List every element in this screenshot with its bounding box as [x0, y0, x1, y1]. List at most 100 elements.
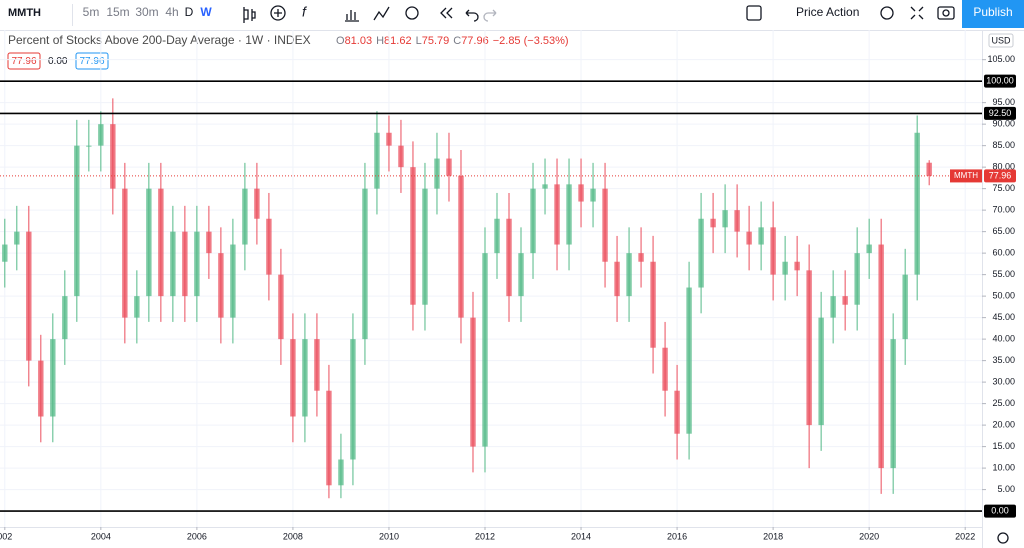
templates-icon[interactable] [373, 6, 390, 21]
candle-body [146, 188, 152, 297]
candle-body [302, 339, 308, 417]
last-price-name-box [950, 169, 982, 183]
x-tick-label: 2010 [379, 531, 399, 541]
candle-body [26, 231, 32, 361]
fullscreen-icon[interactable] [910, 6, 924, 20]
fx-icon[interactable]: f [302, 4, 308, 20]
candle-body [470, 317, 476, 447]
interval-button[interactable]: W [200, 5, 212, 19]
legend-value-box [7, 52, 41, 70]
candle-body [230, 244, 236, 318]
y-tick-label: 85.00 [992, 140, 1015, 150]
candle-body [326, 390, 332, 486]
candle-body [782, 261, 788, 275]
redo-icon[interactable] [483, 9, 497, 22]
publish-button[interactable] [962, 0, 1024, 28]
snapshot-icon[interactable] [937, 6, 955, 20]
x-tick-label: 2022 [955, 531, 975, 541]
candle-body [878, 244, 884, 469]
ohlc-value: 75.79 [422, 35, 450, 47]
template-name[interactable]: Price Action [796, 5, 859, 19]
candle-body [134, 296, 140, 318]
y-tick-label: 15.00 [992, 441, 1015, 451]
candle-body [38, 360, 44, 417]
candle-body [362, 188, 368, 340]
candle-body [266, 218, 272, 275]
symbol[interactable]: MMTH [8, 7, 41, 19]
settings-icon[interactable] [880, 6, 894, 20]
x-tick-label: 002 [0, 531, 12, 541]
y-tick-label: 105.00 [987, 54, 1015, 64]
toolbar-icons [243, 5, 1009, 544]
y-tick-label: 5.00 [997, 484, 1015, 494]
candle-body [794, 261, 800, 271]
last-price-name: MMTH [954, 171, 978, 180]
legend-value: 77.96 [11, 56, 36, 67]
candle-body [698, 218, 704, 288]
candle-body [434, 158, 440, 189]
y-tick-label: 65.00 [992, 226, 1015, 236]
alert-icon[interactable] [405, 6, 419, 20]
legend-value: 77.96 [79, 56, 104, 67]
candle-body [74, 145, 80, 297]
x-tick-label: 2018 [763, 531, 783, 541]
candle-body [590, 188, 596, 202]
candle-body [734, 210, 740, 232]
candle-body [2, 244, 8, 262]
ohlc-value: 77.96 [461, 35, 489, 47]
candle-body [818, 317, 824, 426]
candle-body [722, 210, 728, 228]
unit-label: USD [991, 35, 1011, 45]
replay-icon[interactable] [440, 7, 453, 19]
candle-body [446, 158, 452, 176]
y-tick-label: 45.00 [992, 312, 1015, 322]
candle-body [158, 188, 164, 297]
x-tick-label: 2006 [187, 531, 207, 541]
candle-body [614, 261, 620, 297]
candles-icon[interactable] [243, 7, 256, 23]
ohlc-key: C [453, 35, 461, 47]
candle-body [566, 184, 572, 245]
candle-body [770, 227, 776, 275]
candle-body [506, 218, 512, 297]
y-tick-label: 80.00 [992, 162, 1015, 172]
candle-body [374, 132, 380, 189]
undo-icon[interactable] [465, 9, 479, 22]
interval-button[interactable]: 15m [106, 5, 129, 19]
horizontal-line-label: 0.00 [991, 505, 1009, 515]
interval-button[interactable]: 30m [135, 5, 158, 19]
candle-body [914, 132, 920, 275]
candle-body [542, 184, 548, 189]
indicators-icon[interactable] [345, 10, 359, 22]
candle-body [410, 167, 416, 305]
interval-button[interactable]: D [185, 5, 194, 19]
axis-settings-icon[interactable] [997, 532, 1009, 544]
y-tick-label: 20.00 [992, 419, 1015, 429]
candle-body [386, 132, 392, 146]
candle-body [206, 231, 212, 254]
candle-body [626, 253, 632, 297]
compare-icon[interactable] [270, 5, 286, 21]
candle-body [806, 270, 812, 426]
candle-body [218, 253, 224, 318]
candle-body [686, 287, 692, 434]
candle-body [518, 253, 524, 297]
x-tick-label: 2012 [475, 531, 495, 541]
x-tick-label: 2016 [667, 531, 687, 541]
y-tick-label: 95.00 [992, 97, 1015, 107]
layout-icon[interactable] [746, 5, 762, 21]
y-tick-label: 55.00 [992, 269, 1015, 279]
y-tick-label: 75.00 [992, 183, 1015, 193]
interval-button[interactable]: 5m [83, 5, 100, 19]
candle-body [854, 253, 860, 305]
candle-body [242, 188, 248, 245]
interval-button[interactable]: 4h [165, 5, 178, 19]
last-price-box [984, 169, 1016, 183]
candle-body [122, 188, 128, 318]
horizontal-line-label-box [984, 74, 1016, 88]
publish-label[interactable]: Publish [973, 5, 1012, 19]
candle-body [578, 184, 584, 202]
candle-body [14, 231, 20, 245]
y-tick-label: 25.00 [992, 398, 1015, 408]
